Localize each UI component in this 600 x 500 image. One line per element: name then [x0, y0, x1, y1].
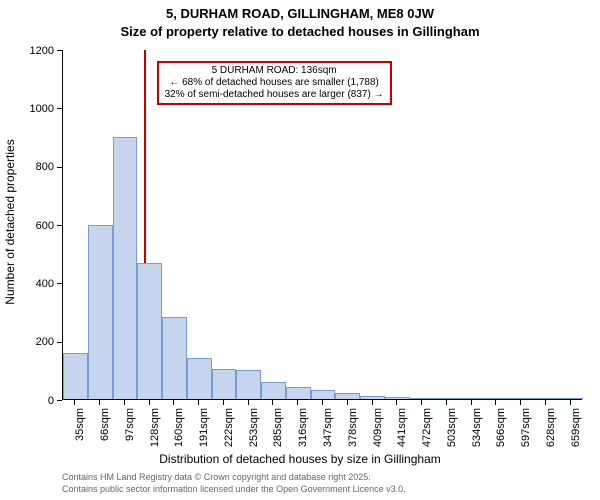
x-tick-label: 347sqm: [322, 408, 334, 458]
histogram-bar: [137, 263, 162, 399]
x-tick: [471, 400, 472, 405]
annotation-line2: ← 68% of detached houses are smaller (1,…: [165, 77, 384, 89]
y-tick: [57, 342, 62, 343]
x-tick: [372, 400, 373, 405]
x-tick-label: 316sqm: [297, 408, 309, 458]
x-tick: [495, 400, 496, 405]
histogram-bar: [261, 382, 286, 400]
histogram-bar: [484, 398, 509, 399]
histogram-bar: [558, 398, 583, 399]
credits: Contains HM Land Registry data © Crown c…: [62, 472, 406, 495]
histogram-bar: [459, 398, 484, 399]
histogram-bar: [360, 396, 385, 400]
x-tick-label: 378sqm: [347, 408, 359, 458]
y-axis-label: Number of detached properties: [3, 122, 17, 322]
x-tick: [223, 400, 224, 405]
chart-title-line2: Size of property relative to detached ho…: [0, 24, 600, 39]
x-tick-label: 66sqm: [99, 408, 111, 458]
histogram-bar: [533, 398, 558, 399]
x-tick-label: 191sqm: [198, 408, 210, 458]
annotation-line1: 5 DURHAM ROAD: 136sqm: [165, 65, 384, 77]
histogram-bar: [434, 398, 459, 399]
x-tick-label: 534sqm: [471, 408, 483, 458]
x-tick-label: 253sqm: [248, 408, 260, 458]
x-tick: [198, 400, 199, 405]
histogram-bar: [113, 137, 138, 400]
y-tick: [57, 225, 62, 226]
x-tick: [149, 400, 150, 405]
x-tick: [421, 400, 422, 405]
x-tick-label: 566sqm: [495, 408, 507, 458]
x-tick-label: 472sqm: [421, 408, 433, 458]
x-tick: [248, 400, 249, 405]
credits-line2: Contains public sector information licen…: [62, 484, 406, 496]
x-tick-label: 160sqm: [173, 408, 185, 458]
y-tick-label: 800: [36, 161, 54, 173]
y-tick-label: 0: [48, 395, 54, 407]
x-tick: [347, 400, 348, 405]
histogram-bar: [385, 397, 410, 399]
y-tick: [57, 108, 62, 109]
x-tick-label: 659sqm: [570, 408, 582, 458]
x-tick-label: 285sqm: [272, 408, 284, 458]
histogram-bar: [187, 358, 212, 399]
histogram-bar: [311, 390, 336, 399]
x-tick-label: 35sqm: [74, 408, 86, 458]
x-tick: [520, 400, 521, 405]
histogram-bar: [88, 225, 113, 399]
x-tick-label: 597sqm: [520, 408, 532, 458]
histogram-bar: [162, 317, 187, 399]
histogram-bar: [212, 369, 237, 399]
x-tick-label: 628sqm: [545, 408, 557, 458]
histogram-bar: [236, 370, 261, 399]
annotation-line3: 32% of semi-detached houses are larger (…: [165, 89, 384, 101]
x-tick: [124, 400, 125, 405]
x-tick: [272, 400, 273, 405]
x-tick: [446, 400, 447, 405]
chart-title-line1: 5, DURHAM ROAD, GILLINGHAM, ME8 0JW: [0, 6, 600, 21]
y-tick: [57, 283, 62, 284]
x-tick: [297, 400, 298, 405]
x-tick: [74, 400, 75, 405]
x-tick-label: 128sqm: [149, 408, 161, 458]
x-tick-label: 222sqm: [223, 408, 235, 458]
x-tick-label: 97sqm: [124, 408, 136, 458]
y-tick-label: 200: [36, 336, 54, 348]
y-tick: [57, 167, 62, 168]
x-tick: [545, 400, 546, 405]
annotation-box: 5 DURHAM ROAD: 136sqm ← 68% of detached …: [157, 61, 392, 105]
y-tick-label: 600: [36, 220, 54, 232]
credits-line1: Contains HM Land Registry data © Crown c…: [62, 472, 406, 484]
x-tick-label: 441sqm: [396, 408, 408, 458]
x-tick: [570, 400, 571, 405]
plot-area: 5 DURHAM ROAD: 136sqm ← 68% of detached …: [62, 50, 582, 400]
x-tick-label: 503sqm: [446, 408, 458, 458]
y-tick-label: 1000: [30, 103, 54, 115]
x-tick: [99, 400, 100, 405]
x-tick: [322, 400, 323, 405]
histogram-bar: [410, 398, 435, 399]
x-tick-label: 409sqm: [372, 408, 384, 458]
y-tick-label: 1200: [30, 45, 54, 57]
histogram-bar: [509, 398, 534, 399]
y-tick: [57, 400, 62, 401]
histogram-bar: [335, 393, 360, 399]
x-tick: [173, 400, 174, 405]
y-tick: [57, 50, 62, 51]
histogram-bar: [286, 387, 311, 399]
histogram-bar: [63, 353, 88, 399]
y-tick-label: 400: [36, 278, 54, 290]
x-tick: [396, 400, 397, 405]
